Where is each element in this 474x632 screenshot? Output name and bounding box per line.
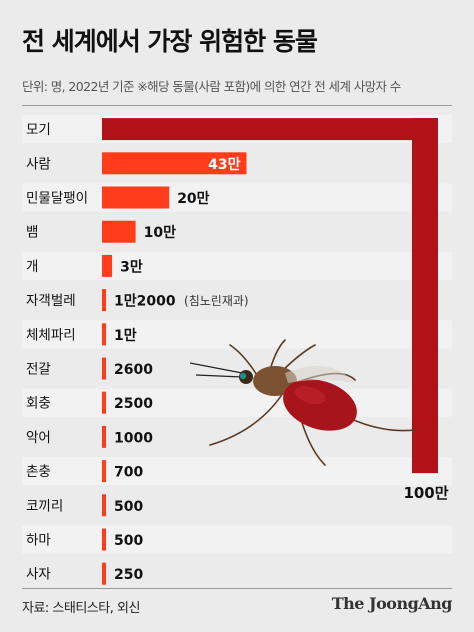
category-label: 코끼리	[26, 498, 63, 514]
bottom-divider	[22, 588, 452, 589]
value-label: 1만	[114, 328, 137, 344]
value-label: 10만	[144, 225, 176, 241]
value-label: 2600	[114, 362, 153, 378]
category-label: 사자	[26, 567, 51, 583]
bar	[102, 494, 106, 517]
bar	[102, 460, 106, 483]
value-label: 43만	[208, 157, 240, 173]
bar	[102, 254, 113, 277]
bar	[102, 357, 106, 380]
bar-mosquito-drop	[412, 118, 438, 474]
value-label: 3만	[120, 259, 143, 275]
value-label: 1000	[114, 430, 153, 446]
category-label: 민물달팽이	[26, 191, 88, 207]
source-note: 자료: 스태티스타, 외신	[22, 601, 140, 616]
value-label: 700	[114, 465, 143, 481]
value-label: 500	[114, 499, 143, 515]
chart-subtitle: 단위: 명, 2022년 기준 ※해당 동물(사람 포함)에 의한 연간 전 세…	[22, 79, 401, 94]
category-label: 악어	[26, 430, 51, 446]
brand-logo: The JoongAng	[331, 594, 453, 613]
value-label: 2500	[114, 396, 153, 412]
bar	[102, 528, 106, 551]
value-label: 250	[114, 567, 143, 583]
chart-title: 전 세계에서 가장 위험한 동물	[22, 27, 318, 56]
bar	[102, 220, 136, 243]
bar	[102, 562, 106, 585]
bar	[102, 391, 106, 414]
category-label: 모기	[26, 122, 51, 138]
category-label: 촌충	[26, 464, 51, 480]
value-label: 20만	[177, 191, 209, 207]
bar	[102, 323, 106, 346]
value-label: 1만2000	[114, 294, 176, 310]
bar	[102, 186, 170, 209]
mosquito-illustration	[190, 339, 416, 466]
category-label: 체체파리	[26, 327, 76, 343]
bar-mosquito	[102, 118, 438, 141]
row-background	[22, 320, 452, 349]
category-label: 사람	[26, 156, 51, 172]
category-label: 자객벌레	[26, 293, 76, 309]
value-note: (침노린재과)	[184, 294, 249, 308]
row-background	[22, 388, 452, 417]
bar	[102, 289, 107, 312]
category-label: 회충	[26, 396, 51, 412]
category-label: 전갈	[26, 362, 51, 378]
category-label: 뱀	[26, 225, 38, 241]
bar	[102, 152, 247, 175]
value-label: 500	[114, 533, 143, 549]
row-background	[22, 457, 452, 486]
row-background	[22, 251, 452, 280]
row-background	[22, 183, 452, 212]
category-label: 개	[26, 259, 38, 275]
category-label: 하마	[26, 533, 51, 549]
value-label-mosquito: 100만	[403, 484, 448, 502]
row-background	[22, 525, 452, 554]
top-divider	[22, 105, 452, 106]
bar	[102, 425, 106, 448]
